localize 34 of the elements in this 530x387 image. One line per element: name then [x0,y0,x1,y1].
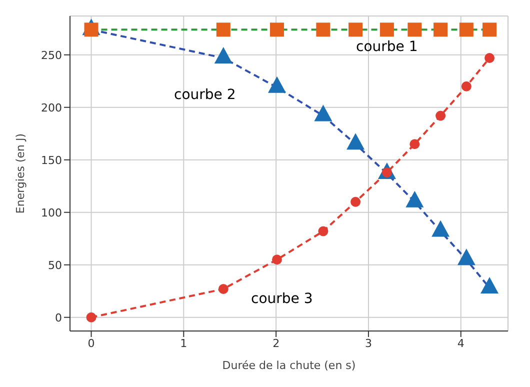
x-tick-label: 0 [88,336,95,350]
point [270,22,284,37]
point [459,22,474,37]
annotation: courbe 1 [356,39,418,55]
point [408,22,422,37]
point [434,22,448,37]
point [350,196,361,207]
point [348,22,363,37]
y-tick-label: 150 [41,154,62,167]
x-axis-title: Durée de la chute (en s) [222,359,356,372]
annotation: courbe 2 [174,87,236,103]
y-tick-label: 250 [41,48,62,62]
point [461,81,472,92]
point [410,139,420,150]
point [86,312,96,322]
y-tick-label: 0 [55,311,62,324]
point [482,22,497,37]
point [316,22,330,37]
point [436,110,446,121]
x-tick-label: 3 [364,336,372,350]
point [218,284,228,294]
y-tick-label: 50 [48,258,62,272]
point [272,254,282,265]
point [484,53,495,63]
point [216,22,230,37]
annotation: courbe 3 [251,291,313,307]
point [318,226,328,236]
y-tick-label: 100 [41,206,62,220]
y-tick-label: 200 [41,101,62,114]
x-tick-label: 4 [457,336,464,350]
point [380,22,394,37]
y-axis-title: Energies (en J) [14,133,27,214]
x-tick-label: 2 [272,336,280,350]
x-tick-label: 1 [180,336,188,350]
